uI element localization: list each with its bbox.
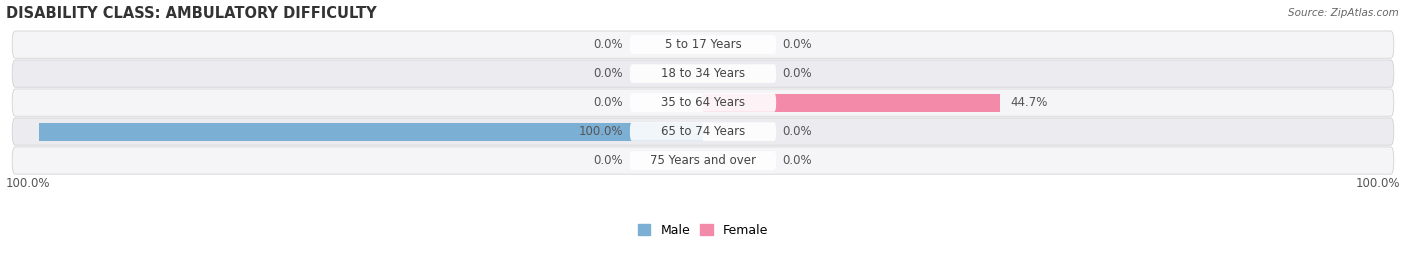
Text: 0.0%: 0.0% bbox=[783, 154, 813, 167]
FancyBboxPatch shape bbox=[630, 93, 776, 112]
Text: 35 to 64 Years: 35 to 64 Years bbox=[661, 96, 745, 109]
Text: 65 to 74 Years: 65 to 74 Years bbox=[661, 125, 745, 138]
Text: 100.0%: 100.0% bbox=[579, 125, 623, 138]
FancyBboxPatch shape bbox=[630, 35, 776, 54]
Text: 0.0%: 0.0% bbox=[593, 38, 623, 51]
FancyBboxPatch shape bbox=[13, 147, 1393, 174]
Text: 75 Years and over: 75 Years and over bbox=[650, 154, 756, 167]
Bar bbox=[39, 123, 703, 140]
Text: 5 to 17 Years: 5 to 17 Years bbox=[665, 38, 741, 51]
FancyBboxPatch shape bbox=[630, 64, 776, 83]
Text: 0.0%: 0.0% bbox=[593, 96, 623, 109]
FancyBboxPatch shape bbox=[13, 60, 1393, 87]
Text: 0.0%: 0.0% bbox=[593, 154, 623, 167]
Text: 44.7%: 44.7% bbox=[1010, 96, 1047, 109]
Text: 100.0%: 100.0% bbox=[6, 177, 51, 190]
Text: 18 to 34 Years: 18 to 34 Years bbox=[661, 67, 745, 80]
FancyBboxPatch shape bbox=[630, 122, 776, 141]
Bar bbox=[703, 94, 1000, 112]
FancyBboxPatch shape bbox=[13, 89, 1393, 116]
Text: 0.0%: 0.0% bbox=[593, 67, 623, 80]
Text: 0.0%: 0.0% bbox=[783, 125, 813, 138]
FancyBboxPatch shape bbox=[13, 31, 1393, 58]
Text: 100.0%: 100.0% bbox=[1355, 177, 1400, 190]
FancyBboxPatch shape bbox=[13, 118, 1393, 145]
Text: 0.0%: 0.0% bbox=[783, 38, 813, 51]
Legend: Male, Female: Male, Female bbox=[638, 224, 768, 237]
Text: 0.0%: 0.0% bbox=[783, 67, 813, 80]
Text: DISABILITY CLASS: AMBULATORY DIFFICULTY: DISABILITY CLASS: AMBULATORY DIFFICULTY bbox=[6, 6, 377, 20]
Text: Source: ZipAtlas.com: Source: ZipAtlas.com bbox=[1288, 8, 1399, 18]
FancyBboxPatch shape bbox=[630, 151, 776, 170]
